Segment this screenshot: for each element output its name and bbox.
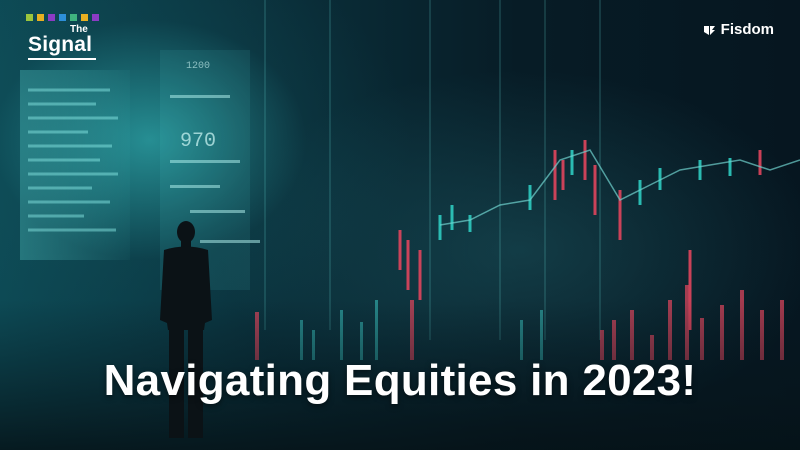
logo-the-text: The <box>70 24 88 35</box>
overlay-number-1200: 1200 <box>186 61 210 72</box>
logo-dot <box>59 14 66 21</box>
candlestick-chart <box>398 140 800 330</box>
logo-dot <box>70 14 77 21</box>
left-data-panels: 970 1200 <box>20 50 260 290</box>
logo-underline <box>28 58 96 60</box>
logo-dot <box>81 14 88 21</box>
businessman-silhouette <box>160 221 212 438</box>
brand-name: Fisdom <box>720 21 774 38</box>
logo-dots <box>26 14 99 21</box>
grid-lines <box>264 0 601 340</box>
the-signal-logo: The Signal <box>26 14 102 60</box>
logo-dot <box>48 14 55 21</box>
fisdom-brand: Fisdom <box>703 22 774 38</box>
logo-dot <box>26 14 33 21</box>
logo-dot <box>37 14 44 21</box>
logo-dot <box>92 14 99 21</box>
fisdom-logo-icon <box>703 25 715 35</box>
overlay-number-970: 970 <box>180 130 216 153</box>
logo-signal-text: Signal <box>28 33 93 56</box>
headline: Navigating Equities in 2023! <box>103 356 697 405</box>
